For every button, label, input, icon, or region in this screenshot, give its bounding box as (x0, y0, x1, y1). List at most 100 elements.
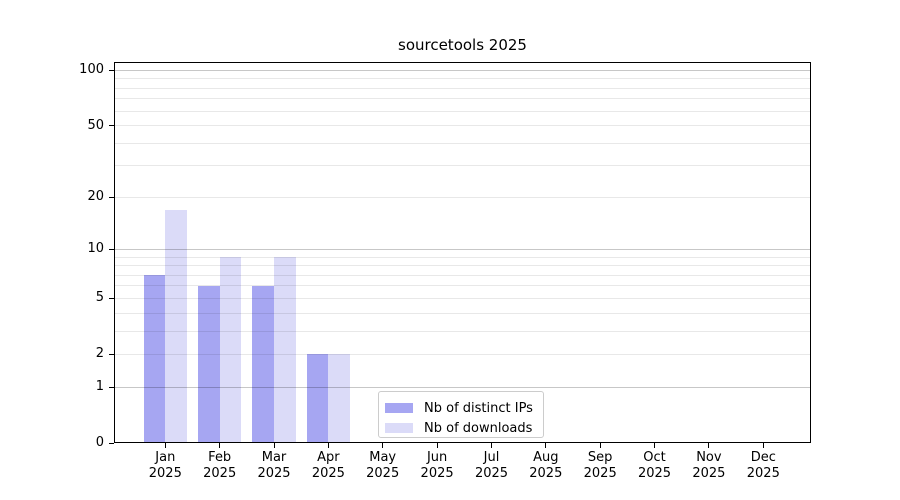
year-label: 2025 (148, 466, 182, 481)
year-label: 2025 (474, 466, 509, 481)
minor-gridline (114, 78, 811, 80)
minor-gridline (114, 142, 811, 144)
month-label: Nov (696, 450, 722, 465)
legend-label: Nb of distinct IPs (424, 400, 533, 416)
x-tick-mark (436, 443, 438, 448)
month-label: Jul (483, 450, 500, 465)
x-tick-mark (164, 443, 166, 448)
x-tick-label: Jul 2025 (460, 450, 524, 482)
bar-distinct-ips (252, 285, 274, 443)
month-label: May (369, 450, 397, 465)
y-tick-mark (109, 69, 114, 71)
minor-gridline (114, 125, 811, 126)
minor-gridline (114, 297, 811, 299)
y-tick-label: 20 (87, 189, 104, 205)
bar-downloads (328, 354, 351, 443)
x-tick-mark (327, 443, 329, 448)
y-tick-mark (109, 442, 114, 444)
legend-swatch (385, 423, 413, 433)
legend-item: Nb of downloads (379, 418, 543, 438)
x-tick-label: Oct 2025 (623, 450, 687, 482)
bar-downloads (165, 209, 188, 443)
x-tick-mark (491, 443, 492, 448)
month-label: Feb (208, 450, 232, 465)
x-tick-label: Aug 2025 (514, 450, 578, 482)
x-tick-label: Apr 2025 (296, 450, 360, 482)
y-tick-label: 5 (95, 290, 104, 306)
x-tick-mark (273, 443, 275, 448)
year-label: 2025 (529, 466, 563, 481)
bar-distinct-ips (143, 275, 166, 443)
y-tick-mark (109, 125, 114, 126)
chart-title: sourcetools 2025 (398, 36, 527, 54)
y-tick-mark (109, 353, 114, 355)
legend-swatch (385, 403, 413, 413)
y-tick-label: 2 (95, 346, 104, 362)
year-label: 2025 (366, 466, 400, 481)
y-tick-label: 0 (95, 435, 104, 450)
x-tick-mark (545, 443, 547, 448)
year-label: 2025 (637, 466, 672, 481)
minor-gridline (114, 110, 811, 112)
bar-downloads (274, 257, 296, 443)
minor-gridline (114, 98, 811, 100)
month-label: Sep (587, 450, 613, 465)
year-label: 2025 (692, 466, 726, 481)
minor-gridline (114, 265, 811, 267)
minor-gridline (114, 353, 811, 355)
legend-label: Nb of downloads (424, 420, 533, 436)
year-label: 2025 (311, 466, 345, 481)
x-tick-label: Dec 2025 (731, 450, 795, 482)
y-tick-mark (109, 297, 114, 299)
x-tick-label: Mar 2025 (242, 450, 306, 482)
minor-gridline (114, 330, 811, 332)
minor-gridline (114, 256, 811, 258)
month-label: Oct (643, 450, 666, 465)
x-tick-mark (599, 443, 601, 448)
year-label: 2025 (420, 466, 454, 481)
minor-gridline (114, 165, 811, 167)
year-label: 2025 (203, 466, 237, 481)
x-tick-label: Jan 2025 (133, 450, 197, 482)
month-label: Dec (750, 450, 776, 465)
minor-gridline (114, 285, 811, 287)
major-gridline (114, 248, 811, 250)
major-gridline (114, 69, 811, 71)
month-label: Aug (533, 450, 559, 465)
x-tick-label: Sep 2025 (568, 450, 632, 482)
minor-gridline (114, 312, 811, 314)
y-tick-mark (109, 386, 114, 388)
month-label: Mar (261, 450, 287, 465)
bar-distinct-ips (306, 354, 329, 443)
x-tick-label: May 2025 (351, 450, 415, 482)
legend-item: Nb of distinct IPs (379, 398, 543, 418)
month-label: Jun (426, 450, 448, 465)
y-tick-label: 10 (87, 241, 104, 257)
y-tick-label: 100 (79, 62, 104, 78)
x-tick-mark (654, 443, 655, 448)
bar-distinct-ips (197, 285, 220, 443)
year-label: 2025 (257, 466, 291, 481)
x-tick-label: Feb 2025 (188, 450, 252, 482)
minor-gridline (114, 196, 811, 198)
minor-gridline (114, 87, 811, 89)
month-label: Jan (155, 450, 176, 465)
y-tick-label: 1 (95, 379, 104, 394)
legend: Nb of distinct IPs Nb of downloads (378, 391, 544, 438)
x-tick-mark (708, 443, 710, 448)
plot-area (114, 62, 811, 443)
minor-gridline (114, 274, 811, 276)
y-tick-mark (109, 248, 114, 250)
y-tick-label: 50 (87, 117, 104, 133)
y-tick-mark (109, 196, 114, 198)
x-tick-label: Jun 2025 (405, 450, 469, 482)
x-tick-mark (762, 443, 764, 448)
month-label: Apr (317, 450, 340, 465)
year-label: 2025 (583, 466, 617, 481)
x-tick-label: Nov 2025 (677, 450, 741, 482)
x-tick-mark (219, 443, 221, 448)
x-tick-mark (382, 443, 384, 448)
year-label: 2025 (746, 466, 780, 481)
bar-downloads (219, 257, 242, 443)
